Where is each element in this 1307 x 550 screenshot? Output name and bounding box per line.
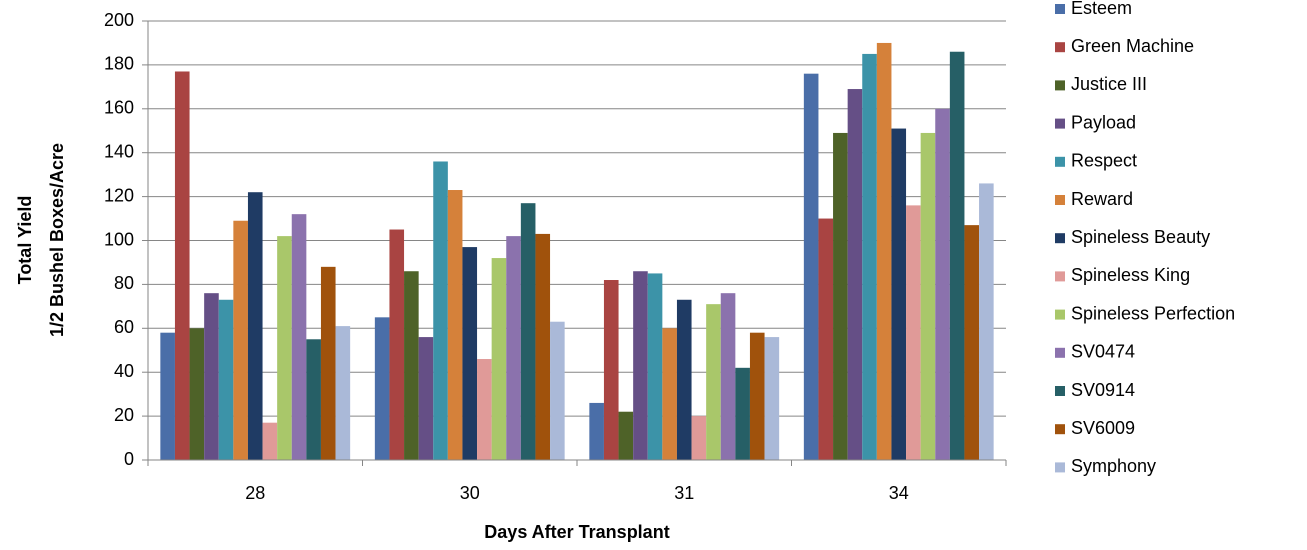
- y-tick-label: 60: [114, 317, 134, 337]
- bar: [862, 53, 877, 461]
- bar: [749, 332, 765, 460]
- bar: [291, 214, 307, 460]
- bar: [706, 304, 721, 460]
- bar: [550, 321, 565, 460]
- bar: [433, 161, 448, 461]
- bar: [204, 293, 219, 460]
- legend-label: Symphony: [1071, 456, 1156, 476]
- x-tick-label: 34: [889, 483, 909, 503]
- x-axis-title: Days After Transplant: [484, 522, 669, 542]
- x-tick-label: 31: [674, 483, 694, 503]
- y-axis-title: Total Yield: [15, 196, 35, 285]
- bar: [389, 229, 405, 460]
- legend-label: SV0474: [1071, 342, 1135, 362]
- y-axis-title: 1/2 Bushel Boxes/Acre: [47, 143, 67, 337]
- y-tick-label: 120: [104, 185, 134, 205]
- bar: [306, 339, 321, 460]
- legend-label: Green Machine: [1071, 36, 1194, 56]
- bar: [535, 233, 551, 460]
- bar: [477, 359, 492, 460]
- legend-label: Spineless Beauty: [1071, 227, 1210, 247]
- legend-swatch: [1055, 4, 1065, 14]
- bar: [691, 416, 707, 460]
- y-tick-label: 40: [114, 361, 134, 381]
- bar: [189, 328, 205, 460]
- bar: [920, 132, 936, 460]
- x-tick-label: 28: [245, 483, 265, 503]
- legend-swatch: [1055, 233, 1065, 244]
- bar: [803, 73, 819, 461]
- bar: [447, 190, 463, 460]
- bar: [676, 299, 692, 460]
- legend-swatch: [1055, 347, 1065, 358]
- bar: [589, 402, 604, 460]
- bar: [818, 218, 834, 460]
- legend-label: Spineless Perfection: [1071, 303, 1235, 323]
- legend-swatch: [1055, 309, 1065, 320]
- y-tick-label: 180: [104, 54, 134, 74]
- y-tick-label: 0: [124, 449, 134, 469]
- y-tick-label: 160: [104, 98, 134, 118]
- bar: [618, 411, 634, 460]
- bar: [906, 205, 921, 460]
- bar: [949, 51, 965, 460]
- legend-label: Respect: [1071, 151, 1137, 171]
- bar: [247, 192, 263, 460]
- bar: [979, 183, 994, 460]
- bar: [735, 367, 750, 460]
- y-tick-label: 80: [114, 273, 134, 293]
- bar: [320, 266, 336, 460]
- legend-swatch: [1055, 462, 1065, 473]
- legend-label: Spineless King: [1071, 265, 1190, 285]
- legend-swatch: [1055, 271, 1065, 282]
- y-tick-label: 20: [114, 405, 134, 425]
- bar: [964, 225, 980, 460]
- bar: [174, 71, 190, 461]
- bar: [935, 108, 950, 461]
- y-tick-label: 100: [104, 229, 134, 249]
- legend-swatch: [1055, 195, 1065, 205]
- bar: [647, 273, 663, 460]
- legend-swatch: [1055, 424, 1065, 435]
- legend-swatch: [1055, 386, 1065, 396]
- bar: [262, 422, 278, 460]
- bar: [335, 326, 351, 460]
- bar: [404, 271, 419, 460]
- legend-label: SV6009: [1071, 418, 1135, 438]
- bar: [603, 280, 619, 460]
- bar: [662, 328, 677, 460]
- legend-swatch: [1055, 156, 1065, 167]
- bar: [520, 203, 536, 460]
- bar: [462, 247, 478, 460]
- y-tick-label: 140: [104, 141, 134, 161]
- bar: [891, 128, 907, 460]
- bar: [374, 317, 390, 460]
- bar: [233, 220, 248, 460]
- bar: [633, 271, 648, 460]
- bar: [764, 337, 780, 460]
- legend-label: SV0914: [1071, 380, 1135, 400]
- bar: [847, 89, 863, 461]
- legend-swatch: [1055, 80, 1065, 91]
- bar: [506, 236, 521, 460]
- legend-label: Justice III: [1071, 74, 1147, 94]
- legend-label: Esteem: [1071, 0, 1132, 18]
- bar: [277, 236, 292, 460]
- bar: [720, 293, 736, 460]
- legend-swatch: [1055, 42, 1065, 53]
- bar: [160, 332, 175, 460]
- bar: [418, 337, 434, 460]
- bar: [876, 42, 892, 460]
- legend-swatch: [1055, 118, 1065, 129]
- legend-label: Payload: [1071, 112, 1136, 132]
- y-tick-label: 200: [104, 10, 134, 30]
- legend-label: Reward: [1071, 189, 1133, 209]
- bar: [833, 132, 848, 460]
- x-tick-label: 30: [460, 483, 480, 503]
- bar: [218, 299, 234, 460]
- bar: [491, 258, 507, 460]
